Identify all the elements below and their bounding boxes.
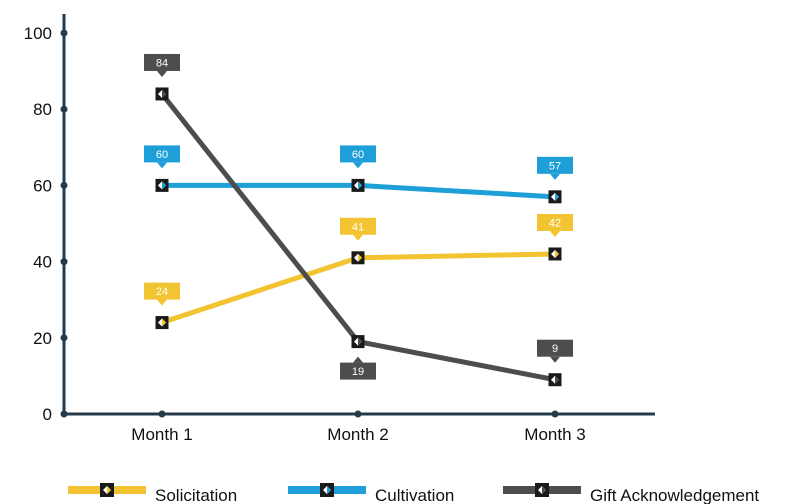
x-tick-label: Month 2 <box>327 425 388 444</box>
data-label-box <box>340 362 376 380</box>
data-markers <box>155 87 562 387</box>
marker-diamond-accent <box>358 253 362 262</box>
data-point-marker <box>155 316 169 330</box>
data-label-text: 60 <box>156 149 168 161</box>
data-label: 84 <box>144 53 180 77</box>
data-label-box <box>537 156 573 174</box>
x-tick-label: Month 3 <box>524 425 585 444</box>
data-label-text: 9 <box>552 343 558 355</box>
y-tick-dot <box>60 410 68 418</box>
marker-diamond-accent <box>555 192 559 201</box>
data-label-pointer <box>550 173 560 180</box>
data-label: 41 <box>340 217 376 241</box>
data-label-text: 19 <box>352 366 364 378</box>
data-point-marker <box>548 190 562 204</box>
y-tick-dot <box>60 258 68 266</box>
data-label-text: 24 <box>156 286 168 298</box>
data-label: 42 <box>537 213 573 237</box>
data-point-marker <box>155 87 169 101</box>
data-label: 60 <box>144 145 180 169</box>
data-label-pointer <box>550 230 560 237</box>
marker-diamond-accent <box>162 181 166 190</box>
data-label: 57 <box>537 156 573 180</box>
data-label-box <box>144 282 180 300</box>
y-tick-label: 0 <box>43 405 52 424</box>
marker-diamond-accent <box>358 337 362 346</box>
data-label-text: 84 <box>156 57 168 69</box>
data-label-pointer <box>353 356 363 363</box>
y-tick-label: 80 <box>33 100 52 119</box>
data-label-text: 57 <box>549 160 561 172</box>
marker-diamond-accent <box>358 181 362 190</box>
legend-swatch-diamond-accent <box>542 486 546 494</box>
y-tick-dot <box>60 334 68 342</box>
data-label-pointer <box>550 356 560 363</box>
data-point-marker <box>548 247 562 261</box>
data-labels: 24 41 42 60 60 57 84 19 9 <box>144 53 573 380</box>
data-label-pointer <box>157 299 167 306</box>
marker-diamond-accent <box>555 375 559 384</box>
data-label-box <box>144 145 180 163</box>
legend-label: Solicitation <box>155 486 237 504</box>
data-label-text: 41 <box>352 221 364 233</box>
legend-item-gift-acknowledgement: Gift Acknowledgement <box>503 483 759 504</box>
x-tick-dot <box>158 410 166 418</box>
data-label: 60 <box>340 145 376 169</box>
data-label: 9 <box>537 339 573 363</box>
chart-axes: 0 20 40 60 80 100 Month 1 Month 2 Month 3 <box>24 14 655 444</box>
data-point-marker <box>351 178 365 192</box>
data-label-pointer <box>353 162 363 169</box>
y-tick-label: 100 <box>24 24 52 43</box>
legend-item-cultivation: Cultivation <box>288 483 454 504</box>
data-label-box <box>537 339 573 357</box>
y-tick-label: 40 <box>33 253 52 272</box>
data-label-pointer <box>353 234 363 241</box>
x-tick-dot <box>354 410 362 418</box>
data-point-marker <box>351 251 365 265</box>
legend-label: Cultivation <box>375 486 454 504</box>
data-label-pointer <box>157 162 167 169</box>
data-label-text: 42 <box>549 217 561 229</box>
y-tick-dot <box>60 181 68 189</box>
data-point-marker <box>548 373 562 387</box>
marker-diamond-accent <box>162 318 166 327</box>
marker-diamond-accent <box>162 89 166 98</box>
legend-label: Gift Acknowledgement <box>590 486 759 504</box>
x-tick-label: Month 1 <box>131 425 192 444</box>
legend-item-solicitation: Solicitation <box>68 483 237 504</box>
data-label-box <box>537 213 573 231</box>
x-tick-dot <box>551 410 559 418</box>
data-label-pointer <box>157 70 167 77</box>
data-label-box <box>144 53 180 71</box>
y-tick-dot <box>60 105 68 113</box>
data-label: 24 <box>144 282 180 306</box>
data-label-box <box>340 145 376 163</box>
data-label-text: 60 <box>352 149 364 161</box>
data-label: 19 <box>340 356 376 380</box>
legend: Solicitation Cultivation Gift Acknowledgem… <box>68 483 759 504</box>
legend-swatch-diamond-accent <box>327 486 331 494</box>
data-point-marker <box>155 178 169 192</box>
marker-diamond-accent <box>555 249 559 258</box>
data-label-box <box>340 217 376 235</box>
legend-swatch-diamond-accent <box>107 486 111 494</box>
y-tick-label: 20 <box>33 329 52 348</box>
y-tick-label: 60 <box>33 176 52 195</box>
y-tick-dot <box>60 29 68 37</box>
data-point-marker <box>351 335 365 349</box>
